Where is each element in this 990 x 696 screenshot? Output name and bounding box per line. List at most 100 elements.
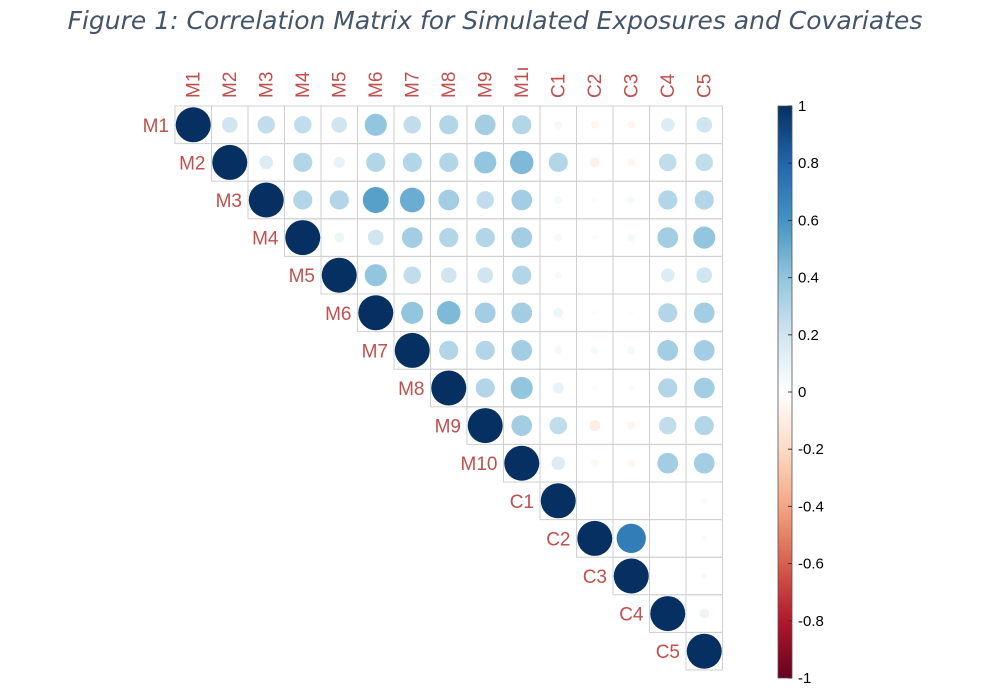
matrix-cell <box>649 481 687 521</box>
correlation-circle-M2-C1 <box>548 152 568 172</box>
correlation-circle-M7-C2 <box>590 346 599 355</box>
correlation-circle-M8-C1 <box>552 382 564 394</box>
correlation-circle-M9-C5 <box>694 416 714 436</box>
correlation-circle-M2-C5 <box>695 153 713 172</box>
correlation-circle-M7-M7 <box>394 332 430 368</box>
correlation-circle-M3-C3 <box>627 196 636 204</box>
matrix-cell <box>576 481 614 521</box>
correlation-circle-M4-C1 <box>554 233 563 242</box>
correlation-circle-M7-M9 <box>475 340 495 360</box>
correlation-circle-M3-M7 <box>399 187 425 213</box>
column-label: M6 <box>366 72 387 98</box>
correlation-circle-M9-M9 <box>467 408 503 444</box>
correlation-circle-M4-C4 <box>657 227 679 248</box>
correlation-circle-M9-C2 <box>589 420 601 432</box>
correlation-circle-M4-M5 <box>334 232 345 243</box>
correlation-circle-M5-C4 <box>660 268 675 282</box>
correlation-circle-C3-C5 <box>701 572 708 580</box>
correlation-circle-M1-M2 <box>221 116 238 133</box>
column-label: C2 <box>585 74 606 98</box>
correlation-circle-M5-C5 <box>696 267 713 284</box>
figure-title: Figure 1: Correlation Matrix for Simulat… <box>67 6 923 35</box>
correlation-circle-M5-M5 <box>321 257 357 293</box>
correlation-circle-M1-M3 <box>257 116 275 134</box>
correlation-circle-M5-M7 <box>403 266 421 284</box>
colorbar: 1 0.8 0.6 0.4 0.2 0 -0.2 -0.4 -0.6 -0.8 -1 <box>777 98 824 687</box>
correlation-circle-M8-C5 <box>693 377 715 399</box>
correlation-circle-M4-M9 <box>475 228 495 248</box>
column-label: M1ı <box>512 66 533 98</box>
correlation-circle-M9-C3 <box>627 421 636 430</box>
correlation-circle-C2-C2 <box>577 520 613 556</box>
correlation-circle-M8-M8 <box>431 370 467 406</box>
correlation-circle-M1-C4 <box>660 118 675 132</box>
correlation-circle-C2-C3 <box>616 523 646 554</box>
correlation-circle-M3-C1 <box>554 196 563 204</box>
matrix-cell <box>612 255 650 295</box>
correlation-circle-C4-C5 <box>699 608 710 619</box>
correlation-circle-M5-M10 <box>512 265 532 285</box>
correlation-circle-M4-M6 <box>367 229 384 246</box>
correlation-circle-M4-M4 <box>285 220 321 256</box>
row-label: M6 <box>325 304 351 325</box>
correlation-circle-C4-C4 <box>650 596 686 632</box>
column-label: M3 <box>256 72 277 98</box>
correlation-circle-M10-C4 <box>657 452 679 474</box>
colorbar-tick-label: -0.8 <box>798 613 824 630</box>
correlation-circle-M10-C2 <box>590 459 599 468</box>
correlation-circle-M8-M10 <box>510 376 533 400</box>
correlation-circle-M10-C5 <box>693 452 715 474</box>
correlation-circle-M6-C1 <box>553 307 564 318</box>
correlation-circle-M8-M9 <box>475 378 495 398</box>
correlation-circle-M3-C4 <box>658 190 678 210</box>
matrix-grid <box>174 105 723 671</box>
colorbar-tick-label: -0.6 <box>798 556 824 573</box>
correlation-circle-M3-C2 <box>592 197 598 203</box>
correlation-circle-M4-M8 <box>439 228 459 248</box>
correlation-circle-M3-M8 <box>438 189 460 211</box>
correlation-circle-M4-C3 <box>627 233 636 242</box>
column-label: C1 <box>548 74 569 98</box>
correlation-circle-M6-M8 <box>437 301 461 325</box>
colorbar-tick-label: 1 <box>798 98 806 115</box>
correlation-circle-M1-M1 <box>175 107 211 143</box>
colorbar-tick-label: -0.4 <box>798 498 824 515</box>
column-label: M2 <box>220 72 241 98</box>
correlation-circle-M2-M10 <box>510 150 534 175</box>
correlation-circle-M9-C1 <box>549 416 567 435</box>
matrix-cell <box>685 631 723 671</box>
correlation-circle-M6-M9 <box>474 302 496 324</box>
correlation-circle-M3-M6 <box>362 187 389 213</box>
correlation-circle-M2-C2 <box>589 157 600 168</box>
correlation-circle-M6-C3 <box>628 310 634 316</box>
correlation-circle-M6-M7 <box>401 301 424 324</box>
column-label: M4 <box>293 71 314 98</box>
correlation-circle-M2-M8 <box>439 152 459 172</box>
colorbar-tick-label: 0 <box>798 384 806 401</box>
row-label: M7 <box>362 341 388 362</box>
correlation-circle-M1-C3 <box>627 120 636 129</box>
correlation-circle-M2-M5 <box>333 156 345 168</box>
colorbar-tick-label: 0.8 <box>798 155 819 172</box>
correlation-circle-M4-C2 <box>591 234 598 241</box>
correlation-circle-M4-M10 <box>511 227 533 248</box>
correlation-circle-M2-M9 <box>474 151 497 174</box>
correlation-circle-M5-C1 <box>554 271 562 279</box>
correlation-circle-C3-C3 <box>613 558 649 594</box>
column-labels: M1 M2 M3 M4 M5 M6 M7 M8 M9 M1ı C1 C2 C3 C4 C5 <box>183 66 715 98</box>
correlation-circle-M9-M10 <box>511 415 533 436</box>
correlation-circle-M8-C4 <box>658 378 678 398</box>
row-label: C4 <box>619 605 644 626</box>
correlation-circle-M1-M7 <box>403 116 421 134</box>
correlation-circle-M6-C4 <box>658 303 678 323</box>
correlation-circle-M7-C4 <box>657 340 679 361</box>
correlation-circle-C1-C1 <box>540 483 576 519</box>
correlation-circle-M2-M4 <box>293 152 313 172</box>
correlation-circle-M1-M4 <box>294 116 312 134</box>
matrix-cell <box>576 255 614 295</box>
correlation-circle-M3-M4 <box>293 190 313 210</box>
row-label: M8 <box>398 379 424 400</box>
correlation-circle-M6-C2 <box>592 310 598 316</box>
row-label: C3 <box>583 567 607 588</box>
